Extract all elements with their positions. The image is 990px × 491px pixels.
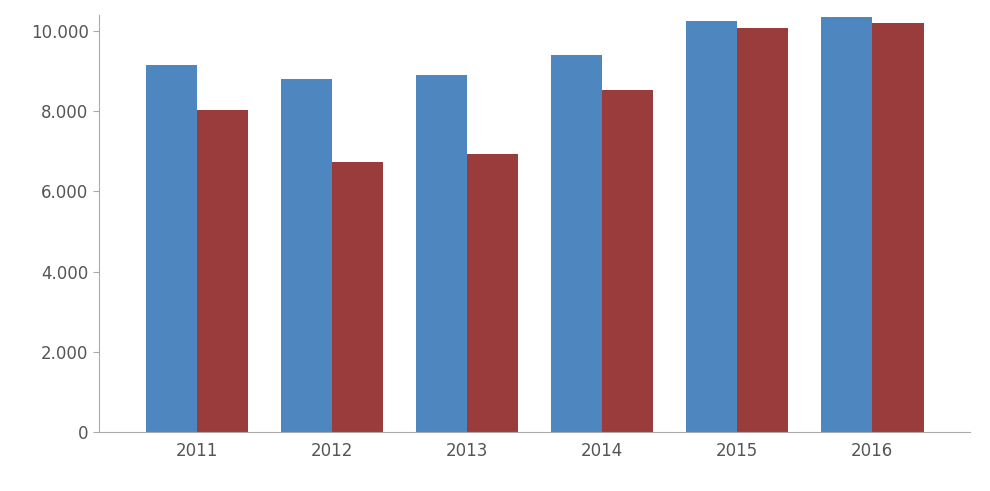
Bar: [197, 110, 248, 432]
Bar: [602, 90, 653, 432]
Bar: [872, 23, 924, 432]
Bar: [738, 27, 788, 432]
Bar: [467, 154, 519, 432]
Bar: [281, 79, 332, 432]
Bar: [821, 17, 872, 432]
Bar: [550, 55, 602, 432]
Bar: [686, 21, 738, 432]
Bar: [332, 163, 383, 432]
Bar: [416, 75, 467, 432]
Bar: [146, 65, 197, 432]
